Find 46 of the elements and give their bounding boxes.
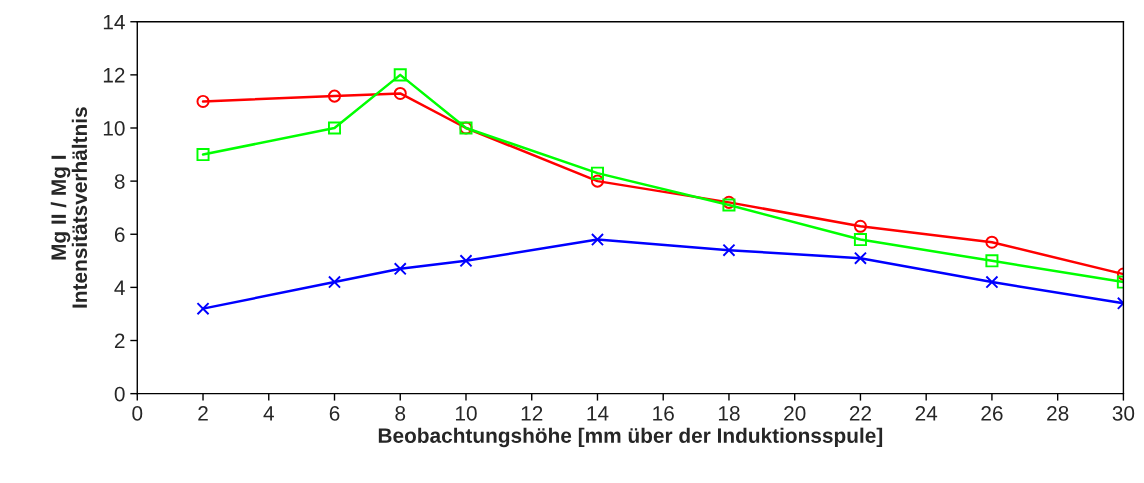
x-tick-label: 18 (718, 406, 740, 421)
point (985, 275, 999, 289)
point (590, 233, 604, 247)
point (590, 166, 604, 180)
x-tick-label: 4 (263, 406, 274, 421)
point (196, 148, 210, 162)
x-tick-label: 2 (198, 406, 208, 421)
y-tick-label: 12 (103, 67, 125, 83)
point (853, 219, 867, 233)
x-tick-label: 22 (849, 406, 871, 421)
point (985, 235, 999, 249)
point (327, 89, 342, 103)
point (393, 86, 407, 100)
x-tick-label: 24 (915, 406, 938, 421)
x-tick-label: 30 (1112, 406, 1135, 421)
x-tick-label: 20 (784, 406, 806, 421)
point (590, 174, 604, 188)
y-tick-label: 8 (114, 174, 125, 189)
point (722, 243, 736, 257)
x-tick-label: 12 (521, 406, 543, 421)
point (196, 94, 210, 108)
point (393, 262, 407, 276)
x-tick-label: 26 (981, 406, 1003, 421)
point (459, 254, 473, 268)
x-tick-label: 8 (395, 406, 406, 421)
point (985, 254, 999, 268)
y-tick-label: 14 (103, 14, 125, 30)
point (196, 302, 210, 316)
point (393, 68, 407, 82)
x-tick-label: 0 (132, 406, 143, 421)
x-tick-label: 14 (587, 406, 609, 421)
y-tick-label: 2 (114, 333, 125, 349)
point (853, 233, 867, 247)
x-axis-title: Beobachtungshöhe [mm über der Induktionsspule] (378, 427, 883, 448)
y-axis-title: Mg II / Mg I Intensitätsverhältnis (50, 107, 88, 308)
point (327, 121, 342, 135)
point (327, 275, 342, 289)
y-tick-label: 10 (103, 121, 125, 136)
point (853, 251, 867, 265)
y-tick-label: 4 (114, 280, 125, 295)
x-tick-label: 16 (653, 406, 674, 421)
x-tick-label: 28 (1047, 406, 1069, 421)
x-tick-label: 6 (329, 406, 340, 421)
y-tick-label: 0 (114, 386, 125, 402)
x-tick-label: 10 (455, 406, 477, 421)
y-tick-label: 6 (114, 227, 125, 243)
